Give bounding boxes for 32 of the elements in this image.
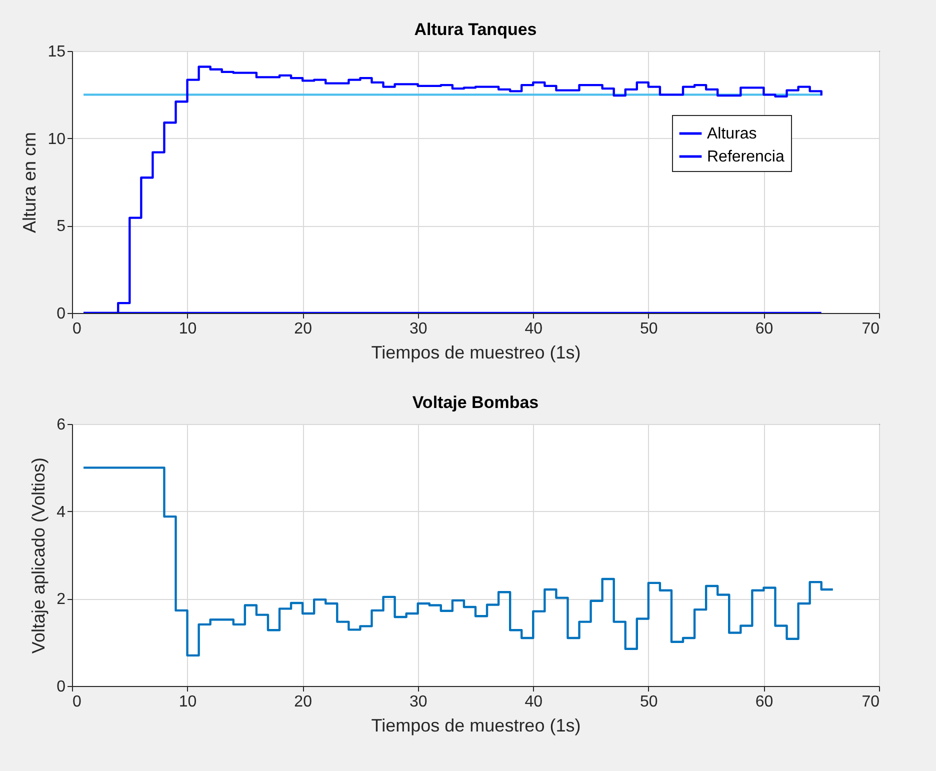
x-tick-label: 0	[72, 694, 82, 710]
x-tick-label: 30	[409, 694, 428, 710]
chart-title: Voltaje Bombas	[412, 393, 539, 412]
y-tick-label: 15	[48, 44, 66, 60]
y-tick-label: 2	[56, 591, 66, 608]
x-tick-label: 50	[640, 694, 658, 710]
x-tick-label: 10	[178, 694, 197, 710]
x-tick-label: 50	[640, 320, 658, 338]
x-tick-label: 40	[524, 320, 543, 338]
x-tick-label: 40	[524, 694, 543, 710]
x-tick-label: 20	[294, 694, 312, 710]
y-tick-label: 4	[56, 504, 66, 521]
x-tick-label: 60	[755, 320, 774, 338]
y-tick-label: 0	[56, 678, 66, 696]
x-tick-label: 20	[294, 320, 312, 338]
x-axis-title: Tiempos de muestreo (1s)	[371, 342, 581, 362]
legend-label: Alturas	[707, 126, 757, 142]
legend-label: Referencia	[707, 148, 784, 166]
y-axis-title: Voltaje aplicado (Voltios)	[28, 457, 49, 654]
chart-title: Altura Tanques	[414, 20, 537, 39]
y-tick-label: 6	[56, 416, 66, 434]
y-tick-label: 0	[56, 306, 66, 322]
x-tick-label: 70	[862, 320, 880, 338]
x-tick-label: 0	[72, 320, 82, 338]
x-tick-label: 30	[409, 320, 428, 338]
y-tick-label: 5	[56, 218, 66, 236]
y-tick-label: 10	[48, 130, 66, 148]
x-tick-label: 10	[178, 320, 197, 338]
y-axis-title: Altura en cm	[20, 132, 40, 234]
x-tick-label: 70	[862, 694, 880, 710]
x-axis-title: Tiempos de muestreo (1s)	[371, 716, 581, 736]
x-tick-label: 60	[755, 694, 774, 710]
